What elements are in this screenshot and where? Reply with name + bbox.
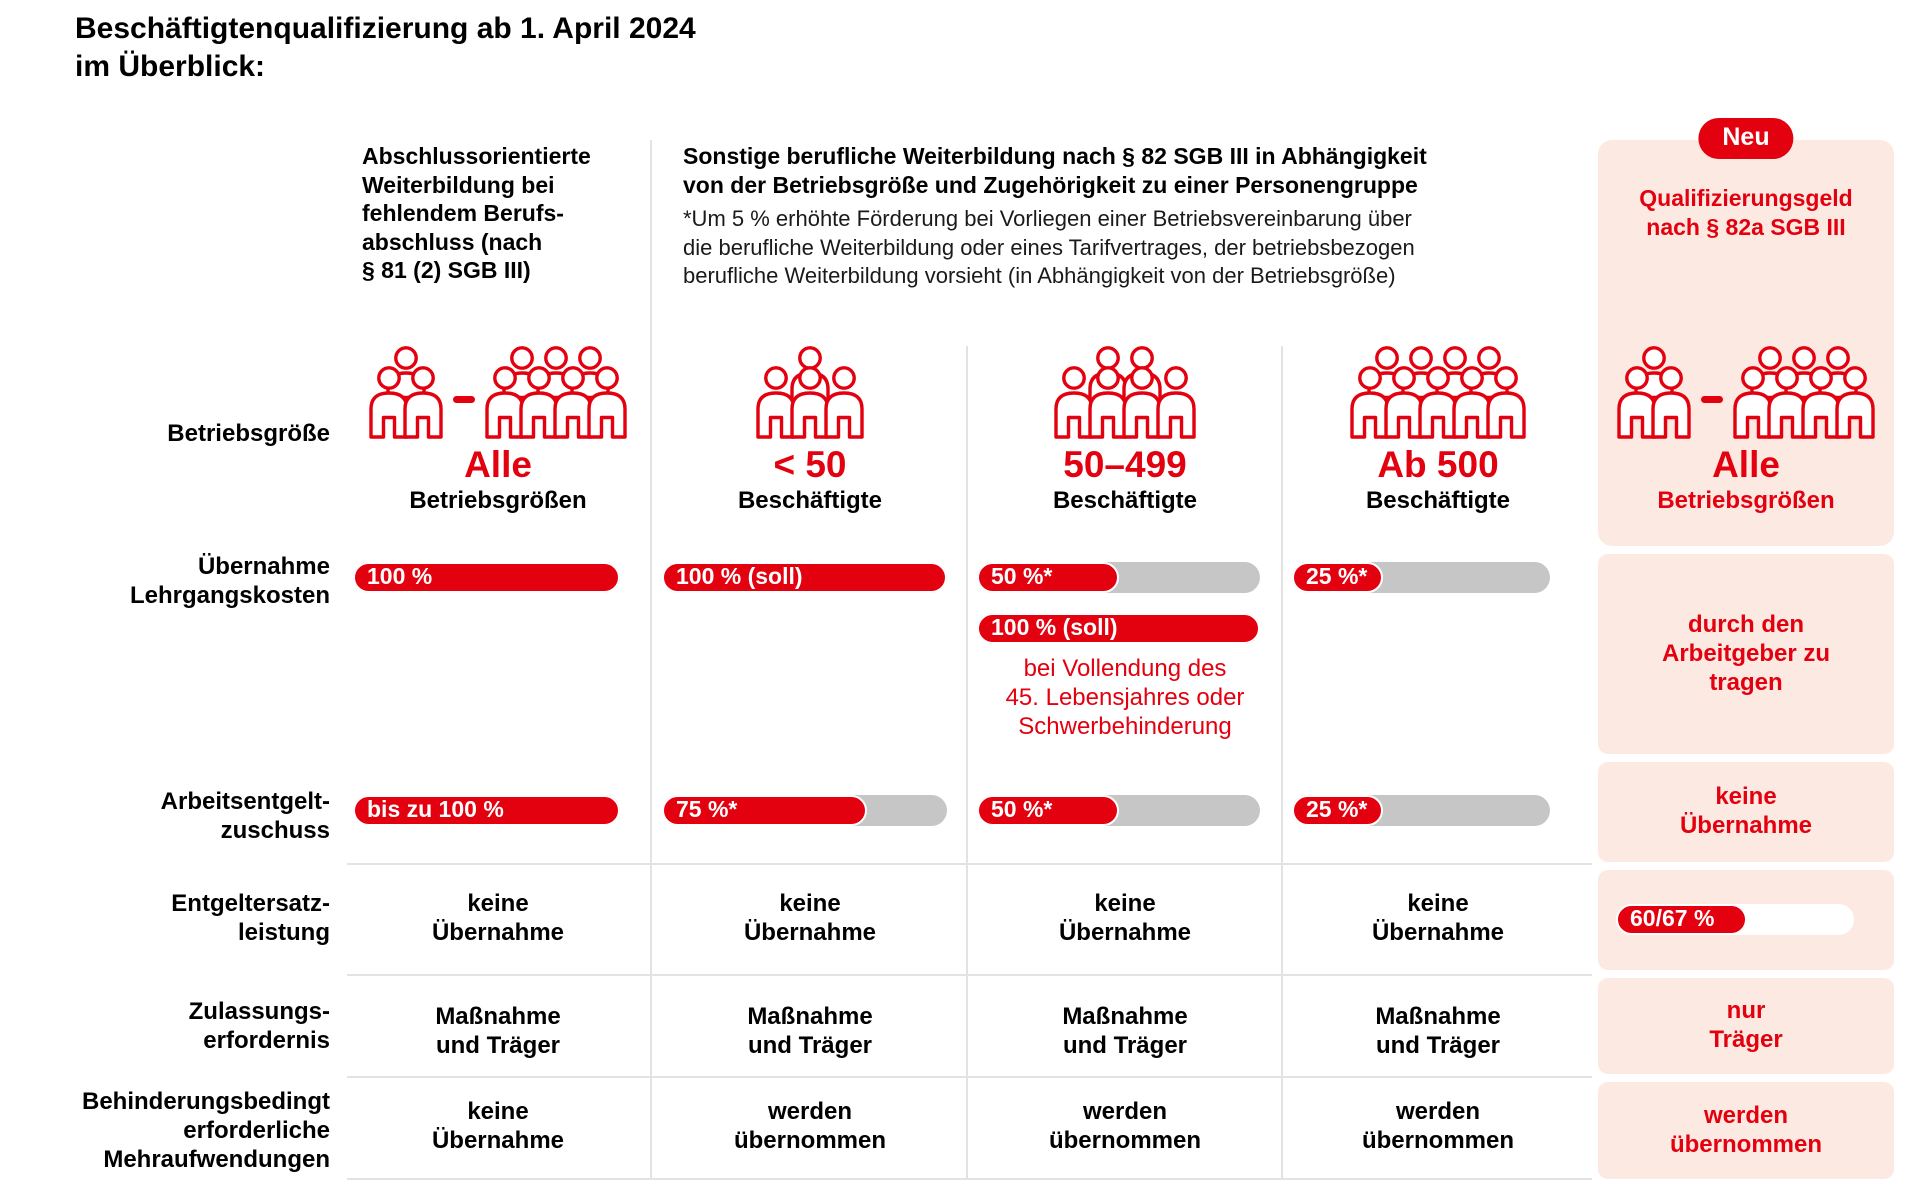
arbeitsentgelt-bar-ab-500: 25 %* [1292,795,1550,826]
neu-column-title: Qualifizierungsgeld nach § 82a SGB III [1639,185,1853,240]
lehrgangskosten-bar-50-499-b: 100 % (soll) [977,613,1260,644]
arbeitsentgelt-bar-50-499: 50 %* [977,795,1260,826]
people-group-range-icon [1613,346,1879,440]
people-group-medium-icon [1050,346,1200,440]
arbeitsentgelt-bar-unter-50: 75 %* [662,795,947,826]
mehraufwendungen-cell-ab-500: werden übernommen [1361,1098,1514,1154]
entgeltersatz-cell-ab-500: keine Übernahme [1371,890,1505,946]
row-label-mehraufwendungen: Behinderungsbedingt erforderliche Mehrau… [82,1088,330,1173]
lehrgangskosten-bar-alle: 100 % [353,562,620,593]
bar-value-label: 60/67 % [1630,905,1715,931]
entgeltersatz-cell-alle: keine Übernahme [431,890,565,946]
entgeltersatz-bar-neu: 60/67 % [1616,904,1854,935]
neu-badge: Neu [1698,118,1794,159]
people-group-small-icon [752,346,868,440]
column-divider-3 [1281,346,1283,1178]
zulassung-cell-alle: Maßnahme und Träger [435,1003,561,1059]
zulassung-cell-ab-500: Maßnahme und Träger [1375,1003,1501,1059]
size-sub-label: Beschäftigte [737,486,883,514]
bar-value-label: bis zu 100 % [367,796,504,822]
arbeitsentgelt-cell-neu: keine Übernahme [1679,783,1813,839]
column-header-82-footnote: *Um 5 % erhöhte Förderung bei Vorliegen … [683,206,1415,289]
lehrgangskosten-bar-50-499-a: 50 %* [977,562,1260,593]
bar-value-label: 25 %* [1306,563,1368,589]
row-label-lehrgangskosten: Übernahme Lehrgangskosten [129,553,330,609]
bar-value-label: 25 %* [1306,796,1368,822]
lehrgangskosten-bar-unter-50: 100 % (soll) [662,562,947,593]
people-group-large-icon [1346,346,1530,440]
bar-value-label: 75 %* [676,796,738,822]
lehrgangskosten-cell-neu: durch den Arbeitgeber zu tragen [1661,611,1831,696]
size-cell-50-499: 50–499 Beschäftigte [970,346,1280,514]
column-divider-1 [650,140,652,1178]
size-big-label: Alle [1712,444,1780,485]
row-divider-3 [347,1076,1592,1078]
neu-block-lehrgangskosten [1598,554,1894,754]
size-cell-alle-1: Alle Betriebsgrößen [347,346,649,514]
bar-value-label: 100 % (soll) [676,563,803,589]
size-cell-unter-50: < 50 Beschäftigte [656,346,964,514]
mehraufwendungen-cell-neu: werden übernommen [1669,1102,1822,1158]
row-label-arbeitsentgeltzuschuss: Arbeitsentgelt- zuschuss [160,788,330,844]
people-group-range-icon [365,346,631,440]
mehraufwendungen-cell-50-499: werden übernommen [1048,1098,1201,1154]
size-big-label: Alle [464,444,532,485]
bar-value-label: 50 %* [991,796,1053,822]
column-header-81: Abschlussorientierte Weiterbildung bei f… [362,143,591,284]
zulassung-cell-unter-50: Maßnahme und Träger [747,1003,873,1059]
zulassung-cell-neu: nur Träger [1709,997,1783,1053]
row-label-zulassungserfordernis: Zulassungs- erfordernis [188,998,330,1054]
mehraufwendungen-cell-alle: keine Übernahme [431,1098,565,1154]
size-sub-label: Betriebsgrößen [1657,486,1835,514]
neu-block-mehraufwendungen [1598,1082,1894,1179]
row-divider-2 [347,974,1592,976]
zulassung-cell-50-499: Maßnahme und Träger [1062,1003,1188,1059]
row-label-entgeltersatzleistung: Entgeltersatz- leistung [171,890,330,946]
neu-block-arbeitsentgelt [1598,762,1894,862]
size-sub-label: Beschäftigte [1052,486,1198,514]
size-sub-label: Betriebsgrößen [409,486,587,514]
size-cell-ab-500: Ab 500 Beschäftigte [1285,346,1591,514]
row-divider-bottom [347,1178,1592,1180]
size-sub-label: Beschäftigte [1365,486,1511,514]
lehrgangskosten-bar-ab-500: 25 %* [1292,562,1550,593]
column-header-82-title: Sonstige berufliche Weiterbildung nach §… [683,143,1427,198]
size-cell-alle-2: Alle Betriebsgrößen [1598,346,1894,514]
bar-value-label: 50 %* [991,563,1053,589]
page-title: Beschäftigtenqualifizierung ab 1. April … [75,12,696,84]
size-big-label: Ab 500 [1377,444,1499,485]
row-label-betriebsgroesse: Betriebsgröße [167,420,330,447]
size-big-label: < 50 [773,444,847,485]
neu-column-header-block: Neu Qualifizierungsgeld nach § 82a SGB I… [1598,118,1894,546]
row-divider-1 [347,863,1592,865]
bar-value-label: 100 % [367,563,433,589]
lehrgangskosten-note-50-499: bei Vollendung des 45. Lebensjahres oder… [1005,655,1245,740]
neu-block-zulassung [1598,978,1894,1074]
column-divider-2 [966,346,968,1178]
size-big-label: 50–499 [1063,444,1187,485]
bar-value-label: 100 % (soll) [991,614,1118,640]
mehraufwendungen-cell-unter-50: werden übernommen [733,1098,886,1154]
entgeltersatz-cell-50-499: keine Übernahme [1058,890,1192,946]
entgeltersatz-cell-unter-50: keine Übernahme [743,890,877,946]
arbeitsentgelt-bar-alle: bis zu 100 % [353,795,620,826]
